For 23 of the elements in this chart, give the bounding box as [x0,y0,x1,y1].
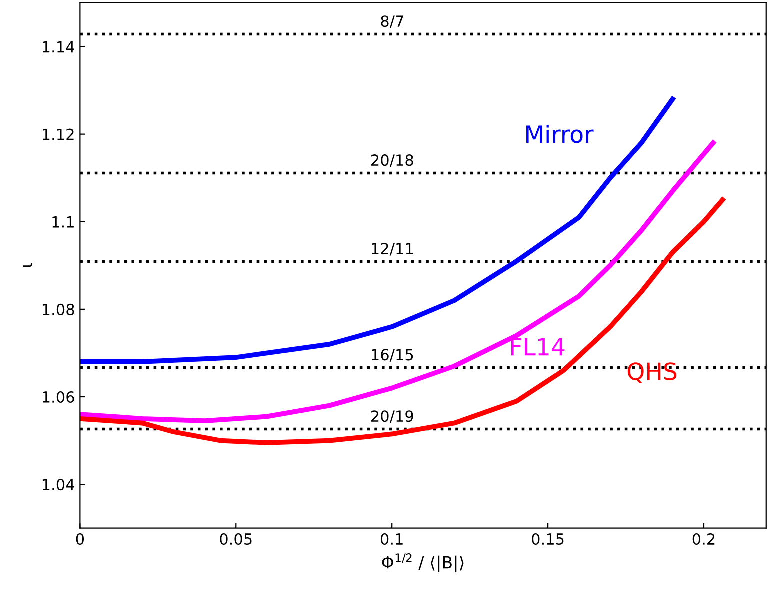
y-tick-label: 1.14 [42,41,74,53]
series-label: QHS [628,362,677,384]
annotation: 8/7 [381,16,404,28]
annotation: 12/11 [372,243,414,256]
y-tick-label: 1.06 [42,391,74,404]
x-tick-label: 0.2 [692,533,715,546]
y-tick-label: 1.08 [42,304,74,316]
y-axis-title: ι [23,263,32,268]
line-series [80,96,676,364]
annotation: 16/15 [372,349,414,362]
annotation: 20/18 [372,154,414,168]
x-axis-title: Φ$^{1/2}$ / ⟨|B|⟩ [382,554,464,573]
x-tick-label: 0.15 [532,533,564,546]
series-label: Mirror [526,125,594,144]
annotation: 20/19 [372,410,414,424]
line-series [80,198,726,446]
x-tick-label: 0 [76,533,84,546]
x-tick-label: 0.1 [380,533,403,546]
y-tick-label: 1.12 [42,128,74,140]
y-tick-label: 1.04 [42,479,74,491]
y-tick-label: 1.1 [52,216,74,228]
series-label: FL14 [511,338,565,356]
x-tick-label: 0.05 [220,533,252,546]
